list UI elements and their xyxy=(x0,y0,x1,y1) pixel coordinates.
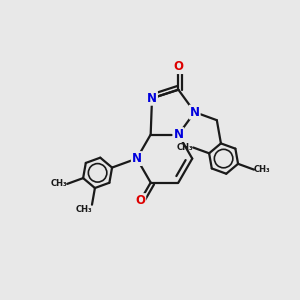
Text: N: N xyxy=(147,92,157,105)
Text: N: N xyxy=(132,152,142,165)
Text: O: O xyxy=(173,60,183,73)
Text: O: O xyxy=(135,194,145,207)
Text: CH₃: CH₃ xyxy=(75,205,92,214)
Text: CH₃: CH₃ xyxy=(51,179,67,188)
Text: N: N xyxy=(190,106,200,118)
Text: N: N xyxy=(173,128,183,141)
Text: CH₃: CH₃ xyxy=(177,143,193,152)
Text: CH₃: CH₃ xyxy=(254,165,271,174)
